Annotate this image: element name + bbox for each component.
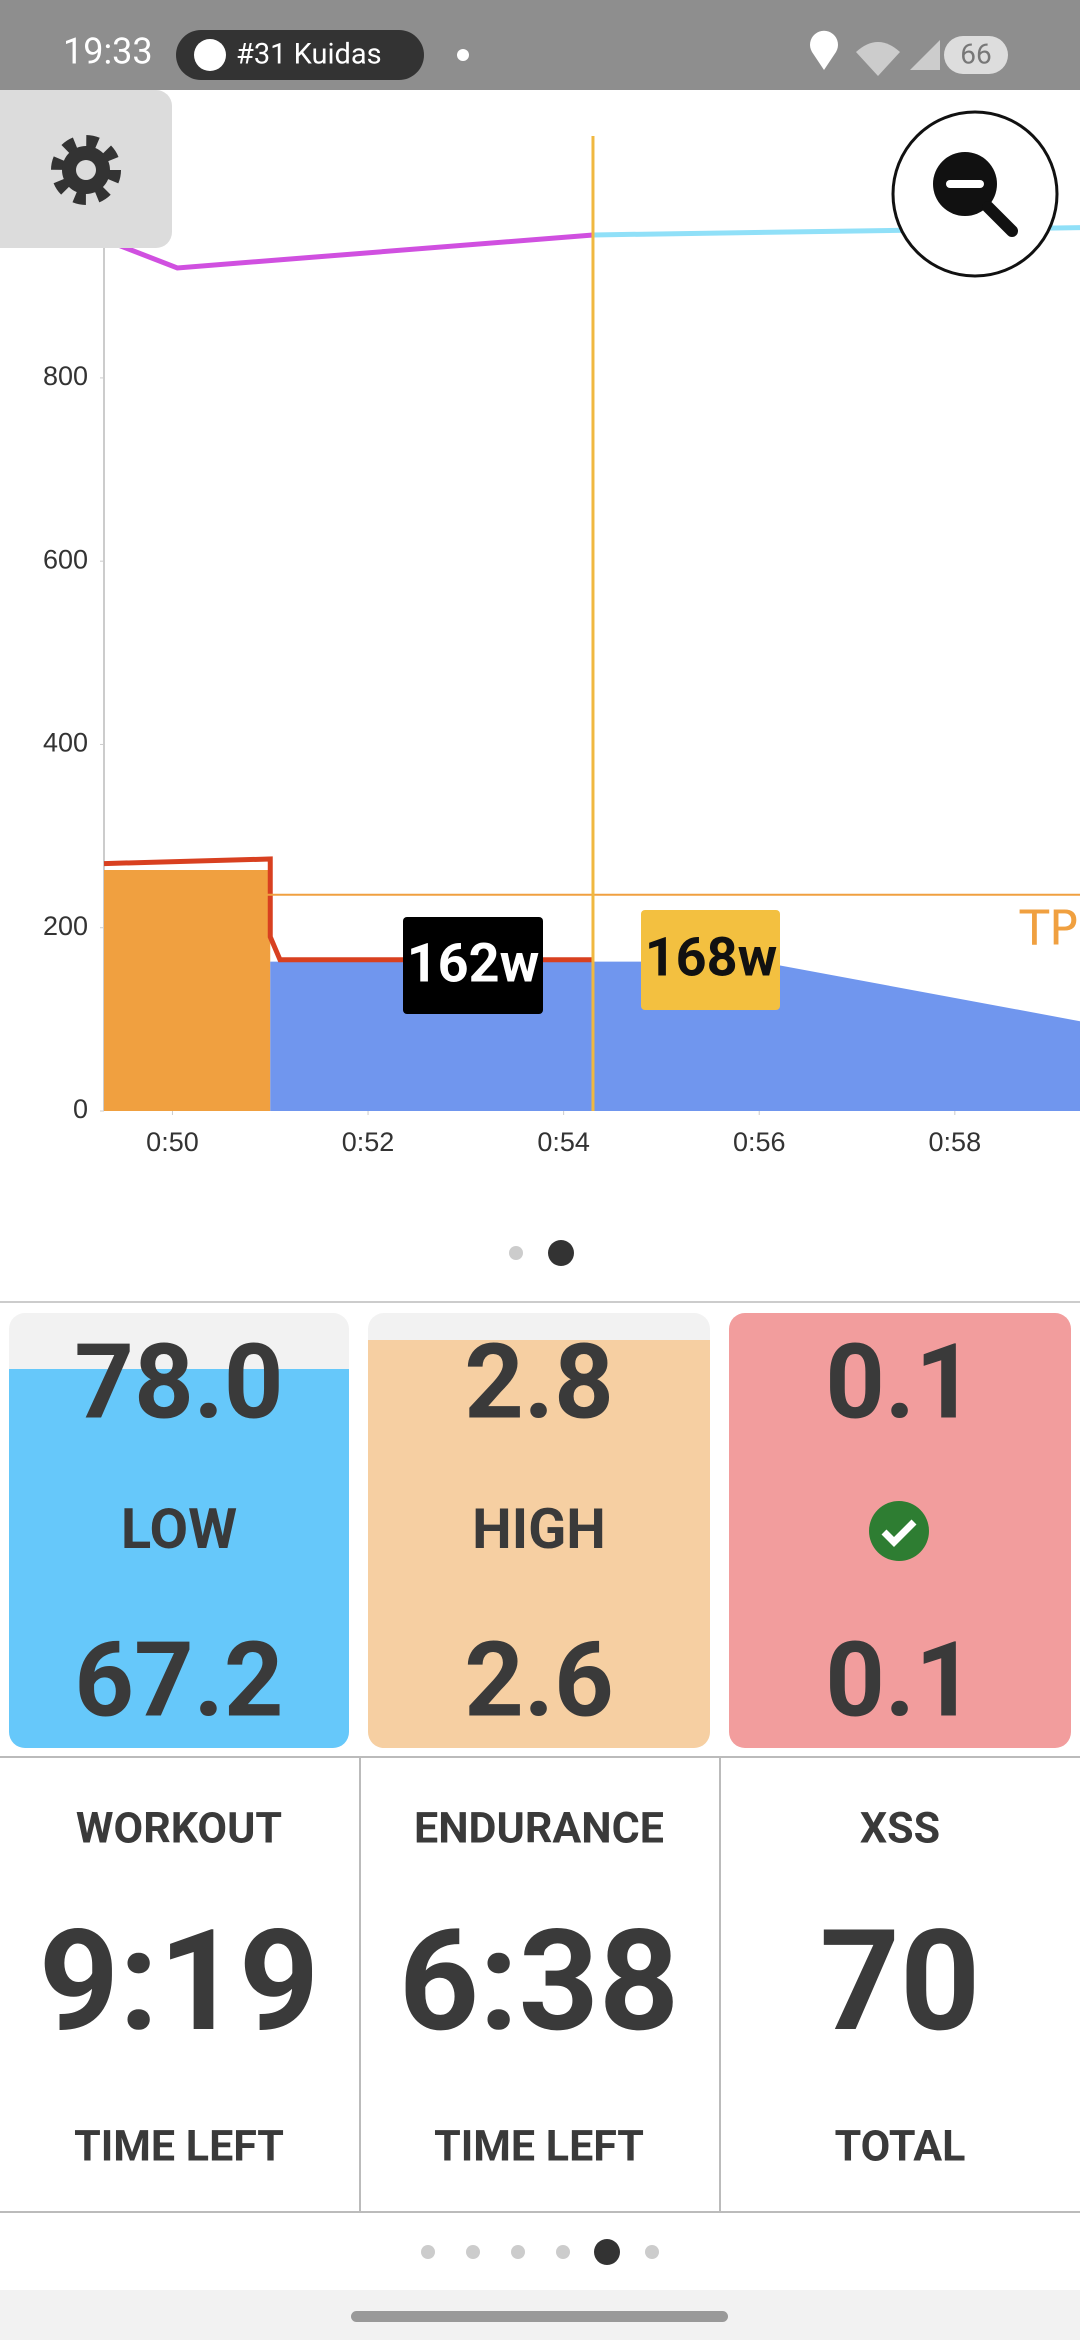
home-handle[interactable] bbox=[351, 2311, 728, 2322]
clock: 19:33 bbox=[63, 31, 153, 73]
gear-hole bbox=[76, 160, 96, 180]
page-dot-active[interactable] bbox=[594, 2239, 620, 2265]
check-icon bbox=[869, 1501, 929, 1561]
battery bbox=[944, 36, 1008, 74]
stat-value: 9:19 bbox=[39, 1900, 319, 2064]
media-title: #31 Kuidas bbox=[236, 38, 382, 72]
page-dot-active[interactable] bbox=[548, 1240, 574, 1266]
y-tick-label: 0 bbox=[73, 1094, 88, 1124]
metric-bottom: 0.1 bbox=[825, 1620, 975, 1741]
card-low-fill bbox=[9, 1369, 349, 1748]
metric-bottom: 2.6 bbox=[464, 1620, 614, 1741]
metric-top: 0.1 bbox=[825, 1322, 975, 1443]
series-line bbox=[103, 856, 593, 963]
stat-caption: TIME LEFT bbox=[434, 2121, 644, 2171]
cursor-label-box bbox=[641, 910, 780, 1010]
threshold-label: TP bbox=[1019, 901, 1078, 957]
page-dot[interactable] bbox=[509, 1246, 523, 1260]
stat-value: 6:38 bbox=[399, 1900, 679, 2064]
status-bar bbox=[0, 0, 1080, 90]
location-icon bbox=[810, 30, 838, 70]
chart: 0 200 400 600 800 0:50 0:52 0:54 0:56 0:58 TP 162w 1… bbox=[43, 136, 1080, 1157]
metric-texts: 78.0 LOW 67.2 2.8 HIGH 2.6 0.1 0.1 bbox=[74, 1322, 974, 1741]
signal-icon bbox=[910, 40, 940, 70]
cursor-label: 168w bbox=[645, 926, 778, 989]
stat-title: WORKOUT bbox=[76, 1803, 282, 1853]
page-dot[interactable] bbox=[511, 2245, 525, 2259]
page-dot[interactable] bbox=[421, 2245, 435, 2259]
metric-label: LOW bbox=[121, 1496, 237, 1562]
stat-title: ENDURANCE bbox=[414, 1803, 664, 1853]
battery-level: 66 bbox=[960, 37, 991, 70]
series-line bbox=[103, 232, 594, 271]
metric-bottom: 67.2 bbox=[74, 1620, 283, 1741]
metric-top: 2.8 bbox=[464, 1322, 614, 1443]
stat-caption: TIME LEFT bbox=[74, 2121, 284, 2171]
stats: WORKOUT 9:19 TIME LEFT ENDURANCE 6:38 TIME LE… bbox=[39, 1803, 981, 2171]
page-dot[interactable] bbox=[466, 2245, 480, 2259]
cursor-label-box bbox=[403, 917, 543, 1014]
x-tick-label: 0:52 bbox=[342, 1127, 395, 1157]
notification-dot bbox=[457, 49, 469, 61]
metric-top: 78.0 bbox=[74, 1322, 283, 1443]
x-tick-label: 0:54 bbox=[537, 1127, 590, 1157]
cursor-label: 162w bbox=[407, 932, 540, 995]
y-tick-label: 200 bbox=[43, 911, 88, 941]
stat-title: XSS bbox=[860, 1803, 940, 1853]
zoom-handle bbox=[982, 201, 1018, 237]
y-tick-label: 800 bbox=[43, 361, 88, 391]
media-pill[interactable] bbox=[176, 30, 424, 80]
x-tick-label: 0:56 bbox=[733, 1127, 786, 1157]
gear-teeth bbox=[51, 135, 121, 205]
page-dot[interactable] bbox=[556, 2245, 570, 2259]
stat-value: 70 bbox=[820, 1900, 981, 2064]
page-dot[interactable] bbox=[645, 2245, 659, 2259]
spotify-icon bbox=[194, 39, 226, 71]
card-high-fill bbox=[368, 1340, 710, 1748]
y-tick-label: 600 bbox=[43, 544, 88, 574]
x-tick-label: 0:50 bbox=[146, 1127, 199, 1157]
y-tick-label: 400 bbox=[43, 728, 88, 758]
x-tick-label: 0:58 bbox=[929, 1127, 982, 1157]
metric-label: HIGH bbox=[472, 1496, 606, 1562]
stat-caption: TOTAL bbox=[835, 2121, 966, 2171]
target-area bbox=[104, 869, 271, 1111]
check-mark bbox=[881, 1519, 917, 1547]
wifi-icon bbox=[856, 42, 900, 76]
